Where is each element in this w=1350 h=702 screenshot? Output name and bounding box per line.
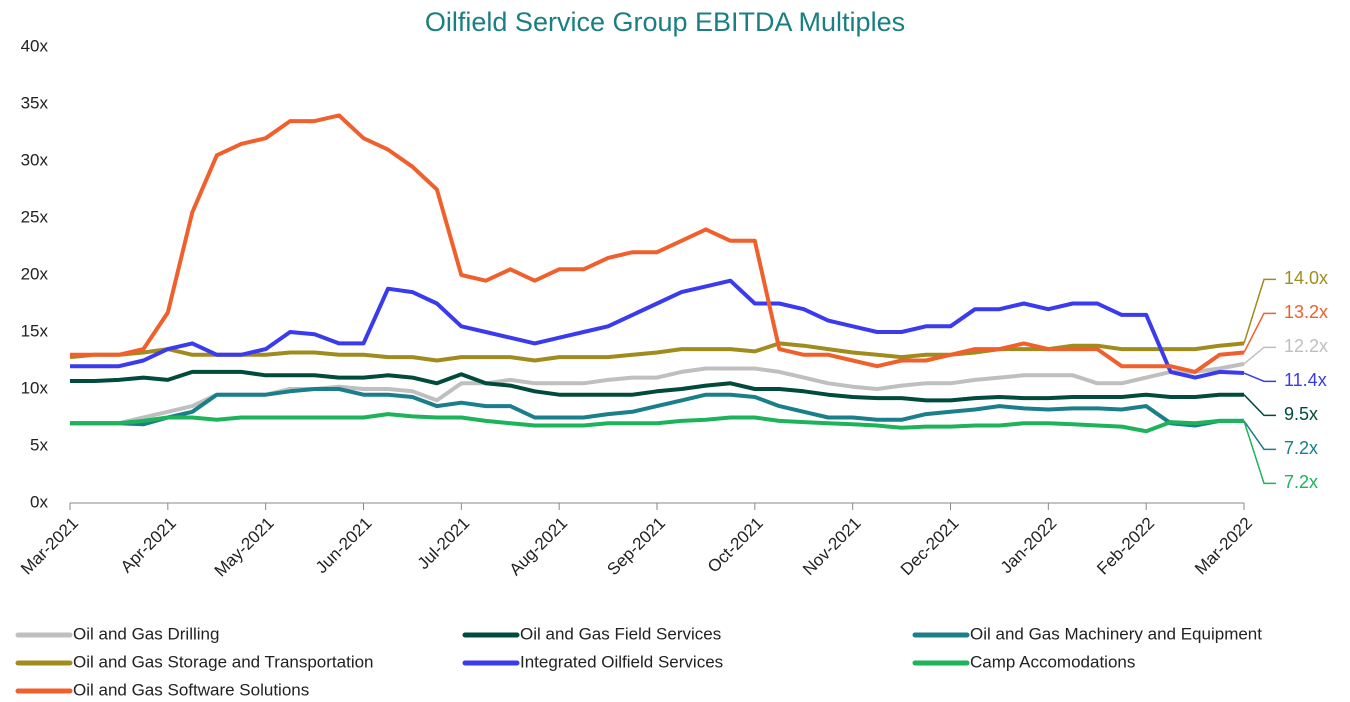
x-tick-label: Jan-2022 [997, 514, 1061, 578]
legend-label: Oil and Gas Software Solutions [73, 680, 309, 699]
x-tick-label: Jul-2021 [414, 514, 474, 574]
x-tick-label: Aug-2021 [506, 514, 572, 580]
chart-title: Oilfield Service Group EBITDA Multiples [425, 7, 905, 37]
end-label: 13.2x [1284, 302, 1328, 322]
y-tick-label: 25x [21, 207, 49, 226]
legend-label: Oil and Gas Field Services [520, 624, 721, 643]
series-line [70, 387, 1244, 428]
label-connector [1243, 394, 1276, 417]
label-connector [1243, 278, 1276, 344]
label-connector [1243, 372, 1276, 383]
series-line [70, 278, 1245, 380]
label-connector [1243, 312, 1276, 353]
x-tick-label: May-2021 [211, 514, 278, 581]
end-label: 7.2x [1284, 472, 1318, 492]
end-label: 14.0x [1284, 268, 1328, 288]
end-label: 9.5x [1284, 404, 1318, 424]
y-tick-label: 30x [21, 150, 49, 169]
legend-label: Oil and Gas Machinery and Equipment [970, 624, 1262, 643]
series-line [70, 369, 1244, 403]
legend-label: Integrated Oilfield Services [520, 652, 723, 671]
end-label: 12.2x [1284, 336, 1328, 356]
x-tick-label: Nov-2021 [799, 514, 865, 580]
x-tick-label: Mar-2022 [1191, 514, 1256, 579]
y-tick-label: 40x [21, 36, 49, 55]
y-tick-label: 15x [21, 321, 49, 340]
end-label: 7.2x [1284, 438, 1318, 458]
label-connector [1243, 346, 1276, 365]
y-tick-label: 5x [30, 435, 48, 454]
end-label: 11.4x [1284, 370, 1327, 390]
x-tick-label: Oct-2021 [704, 514, 767, 577]
legend-label: Oil and Gas Storage and Transportation [73, 652, 374, 671]
y-tick-label: 35x [21, 93, 49, 112]
x-tick-label: Mar-2021 [17, 514, 82, 579]
x-tick-label: Apr-2021 [117, 514, 180, 577]
legend-label: Camp Accomodations [970, 652, 1135, 671]
label-connector [1243, 420, 1276, 451]
x-tick-label: Dec-2021 [897, 514, 963, 580]
x-tick-label: Feb-2022 [1093, 514, 1158, 579]
y-tick-label: 20x [21, 264, 49, 283]
series-line [70, 113, 1245, 374]
label-connector [1243, 420, 1276, 485]
x-tick-label: Sep-2021 [603, 514, 669, 580]
x-tick-label: Jun-2021 [312, 514, 376, 578]
y-tick-label: 10x [21, 378, 49, 397]
y-tick-label: 0x [30, 492, 48, 511]
legend-label: Oil and Gas Drilling [73, 624, 219, 643]
series-line [70, 412, 1244, 434]
